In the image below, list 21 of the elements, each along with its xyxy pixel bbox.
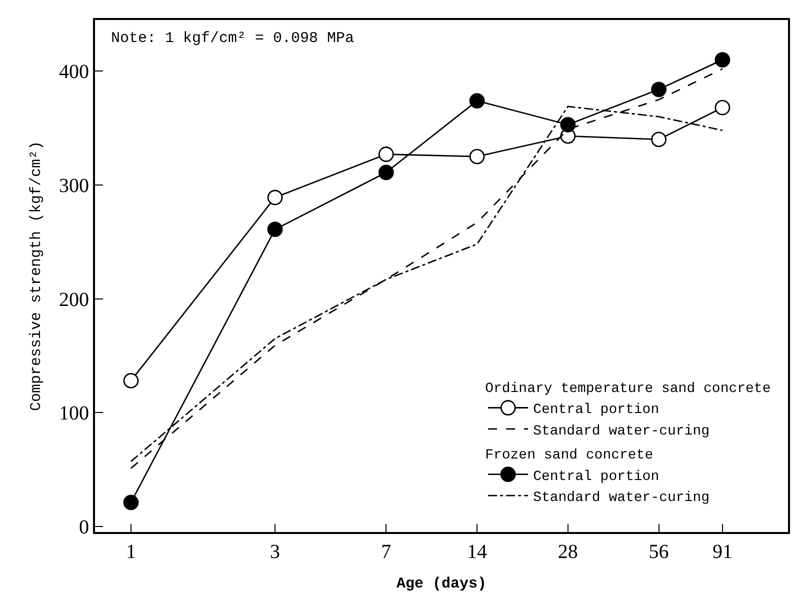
- x-tick-label: 14: [467, 541, 488, 563]
- x-tick-label: 91: [712, 541, 732, 563]
- legend-label: Central portion: [533, 468, 660, 485]
- legend-label: Standard water-curing: [533, 490, 710, 506]
- y-tick-label: 100: [59, 402, 89, 425]
- legend-label: Standard water-curing: [533, 423, 710, 440]
- y-tick-label: 300: [59, 174, 89, 197]
- x-tick-label: 7: [381, 541, 392, 563]
- annotation: Frozen sand concrete: [485, 448, 654, 464]
- y-tick-label: 400: [59, 61, 89, 84]
- x-axis-title: Age (days): [396, 576, 487, 592]
- x-tick-label: 56: [648, 541, 669, 563]
- annotation: Note: 1 kgf/cm² = 0.098 MPa: [111, 30, 354, 47]
- legend-title: Ordinary temperature sand concrete: [485, 381, 771, 398]
- legend-label: Central portion: [533, 402, 660, 418]
- x-tick-label: 1: [126, 541, 136, 563]
- x-tick-label: 3: [270, 541, 280, 563]
- y-axis-title: Compressive strength (kgf/cm²): [28, 140, 45, 412]
- y-tick-label: 0: [79, 516, 89, 538]
- y-tick-label: 200: [59, 288, 89, 311]
- x-tick-label: 28: [558, 541, 578, 563]
